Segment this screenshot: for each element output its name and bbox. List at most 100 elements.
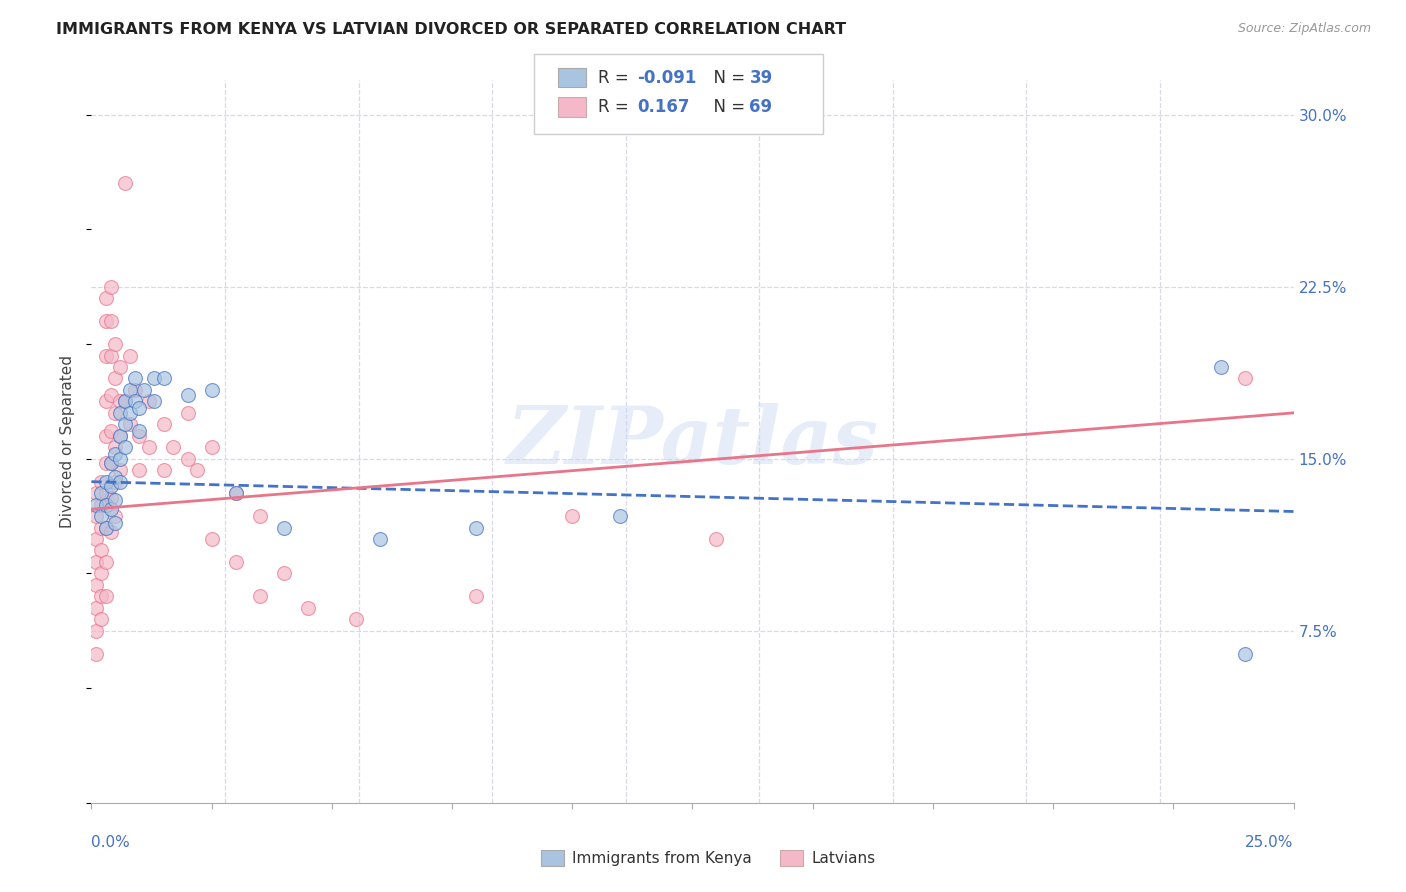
- Point: [128, 424, 150, 438]
- Point: [114, 177, 136, 191]
- Point: [100, 349, 122, 363]
- Point: [201, 532, 224, 546]
- Point: [84, 578, 107, 592]
- Point: [142, 371, 165, 385]
- Point: [94, 498, 117, 512]
- Point: [124, 383, 146, 397]
- Point: [94, 456, 117, 470]
- Point: [100, 456, 122, 470]
- Point: [100, 424, 122, 438]
- Point: [152, 463, 174, 477]
- Point: [114, 417, 136, 432]
- Point: [90, 486, 112, 500]
- Point: [110, 359, 132, 374]
- Point: [104, 509, 127, 524]
- Point: [225, 486, 247, 500]
- Text: R =: R =: [598, 69, 634, 87]
- Point: [124, 394, 146, 409]
- Text: 0.167: 0.167: [637, 98, 689, 116]
- Point: [273, 520, 295, 534]
- Point: [84, 498, 107, 512]
- Point: [128, 401, 150, 416]
- Point: [100, 491, 122, 505]
- Point: [84, 486, 107, 500]
- Text: ZIPatlas: ZIPatlas: [506, 403, 879, 480]
- Point: [84, 600, 107, 615]
- Text: 39: 39: [749, 69, 773, 87]
- Point: [104, 447, 127, 461]
- Text: Immigrants from Kenya: Immigrants from Kenya: [572, 851, 752, 865]
- Point: [110, 406, 132, 420]
- Point: [110, 475, 132, 489]
- Point: [90, 509, 112, 524]
- Point: [176, 451, 198, 466]
- Point: [110, 463, 132, 477]
- Point: [118, 349, 141, 363]
- Point: [94, 429, 117, 443]
- Point: [90, 475, 112, 489]
- Point: [118, 406, 141, 420]
- Point: [118, 383, 141, 397]
- Point: [114, 394, 136, 409]
- Point: [110, 394, 132, 409]
- Point: [134, 383, 156, 397]
- Point: [561, 509, 583, 524]
- Point: [104, 516, 127, 530]
- Text: -0.091: -0.091: [637, 69, 696, 87]
- Text: 69: 69: [749, 98, 772, 116]
- Point: [94, 590, 117, 604]
- Point: [110, 429, 132, 443]
- Text: N =: N =: [703, 98, 751, 116]
- Point: [100, 502, 122, 516]
- Point: [94, 394, 117, 409]
- Point: [110, 451, 132, 466]
- Point: [94, 520, 117, 534]
- Point: [706, 532, 728, 546]
- Point: [104, 406, 127, 420]
- Point: [249, 509, 271, 524]
- Point: [124, 371, 146, 385]
- Point: [100, 525, 122, 540]
- Point: [176, 406, 198, 420]
- Point: [90, 612, 112, 626]
- Point: [90, 566, 112, 581]
- Point: [465, 590, 488, 604]
- Text: Latvians: Latvians: [811, 851, 876, 865]
- Point: [609, 509, 631, 524]
- Point: [201, 440, 224, 454]
- Point: [90, 520, 112, 534]
- Point: [84, 532, 107, 546]
- Point: [94, 475, 117, 489]
- Point: [90, 543, 112, 558]
- Point: [138, 440, 160, 454]
- Point: [128, 463, 150, 477]
- Text: IMMIGRANTS FROM KENYA VS LATVIAN DIVORCED OR SEPARATED CORRELATION CHART: IMMIGRANTS FROM KENYA VS LATVIAN DIVORCE…: [56, 22, 846, 37]
- Point: [104, 475, 127, 489]
- Point: [465, 520, 488, 534]
- Point: [118, 417, 141, 432]
- Point: [225, 555, 247, 569]
- Text: R =: R =: [598, 98, 638, 116]
- Point: [297, 600, 319, 615]
- Point: [201, 383, 224, 397]
- Point: [100, 456, 122, 470]
- Point: [84, 509, 107, 524]
- Point: [138, 394, 160, 409]
- Point: [225, 486, 247, 500]
- Point: [100, 279, 122, 293]
- Point: [368, 532, 391, 546]
- Point: [104, 371, 127, 385]
- Point: [100, 314, 122, 328]
- Point: [94, 349, 117, 363]
- Point: [110, 429, 132, 443]
- Point: [90, 590, 112, 604]
- Text: 0.0%: 0.0%: [91, 836, 131, 850]
- Point: [100, 387, 122, 401]
- Point: [128, 429, 150, 443]
- Point: [84, 624, 107, 638]
- Point: [344, 612, 367, 626]
- Point: [186, 463, 208, 477]
- Point: [94, 291, 117, 305]
- Point: [1234, 647, 1257, 661]
- Point: [142, 394, 165, 409]
